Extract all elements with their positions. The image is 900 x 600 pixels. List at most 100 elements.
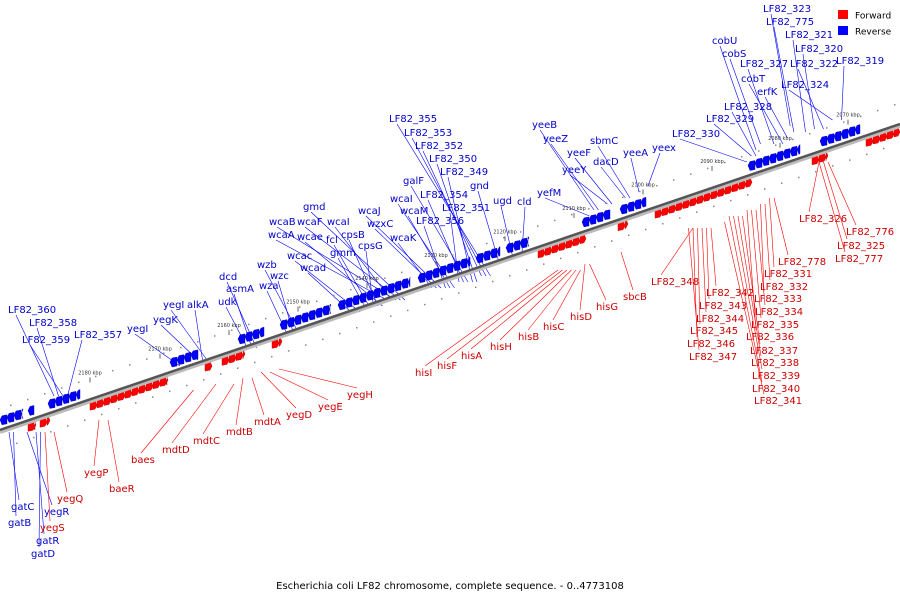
reverse-gene-label: yeeY [562,165,587,176]
guide-dot [843,121,845,123]
guide-dot [299,306,301,308]
guide-dot [10,404,12,407]
guide-dot [775,144,777,146]
reverse-gene-label: gatR [36,536,59,547]
reverse-label-connector [396,123,491,277]
reverse-gene-label: LF82_324 [781,80,829,91]
reverse-gene [489,247,498,259]
reverse-gene-label: wcaK [390,233,417,244]
backbone-shadow [0,124,900,434]
forward-gene-label: LF82_777 [835,254,883,265]
guide-dot [747,194,749,196]
reverse-gene [27,405,35,416]
label-connectors [8,13,857,548]
reverse-label-connector [423,225,446,289]
reverse-gene [496,246,501,257]
reverse-gene-label: LF82_320 [795,44,843,55]
reverse-gene [6,412,15,423]
guide-dot [560,257,562,260]
reverse-gene [505,242,514,253]
legend-forward-label: Forward [855,12,891,22]
kbp-ticks: 2070 kbp 2080 kbp 2090 kbp 2100 kbp 2110 kbp… [10,104,896,445]
forward-gene-label: yegD [286,410,312,421]
reverse-gene-label: sbmC [590,136,618,147]
guide-dot [248,323,250,326]
reverse-label-connector [841,65,845,121]
reverse-label-connector [679,138,748,163]
guide-dot [33,436,35,439]
reverse-gene [400,278,409,289]
guide-dot [407,309,409,312]
guide-dot [135,402,137,404]
reverse-gene-label: yefM [537,188,561,199]
reverse-label-connector [630,157,640,193]
reverse-gene-label: wcac [287,251,312,262]
reverse-gene-label: cld [517,197,532,208]
reverse-label-connector [449,212,460,283]
guide-dot [605,202,607,204]
reverse-gene-label: LF82_351 [442,203,490,214]
guide-dot [713,205,715,208]
guide-dot [129,364,131,366]
reverse-label-connector [266,290,289,337]
tick-label: 2180 kbp [78,370,102,376]
forward-gene-label: LF82_335 [751,320,799,331]
reverse-gene-label: LF82_323 [763,4,811,15]
guide-dot [866,153,868,156]
forward-gene-label: hisC [543,322,564,333]
forward-gene-label: LF82_325 [837,241,885,252]
reverse-label-connector [747,68,775,145]
guide-dot [50,431,52,433]
reverse-gene [782,148,791,159]
forward-gene-label: hisH [490,342,512,353]
reverse-gene [519,237,528,249]
forward-gene-label: LF82_776 [846,227,894,238]
forward-label-connector [823,161,848,240]
guide-dot [84,419,86,421]
reverse-gene [747,160,756,171]
reverse-gene [237,333,246,345]
guide-dot [860,115,862,118]
forward-label-connector [818,161,846,253]
tick-label: 2150 kbp [286,300,310,306]
reverse-label-connector [38,431,41,548]
forward-gene-label: LF82_332 [760,282,808,293]
guide-dot [350,289,352,291]
reverse-gene-label: LF82_354 [420,190,468,201]
reverse-gene [431,267,440,279]
reverse-gene [407,276,411,288]
forward-gene-label: hisG [596,302,618,313]
reverse-label-connector [597,145,631,199]
guide-dot [690,173,692,175]
guide-dot [826,127,828,129]
forward-gene-label: LF82_339 [752,371,800,382]
guide-dot [316,300,318,303]
guide-dot [724,161,726,164]
reverse-gene [68,391,77,402]
guide-dot [101,413,103,416]
reverse-label-connector [792,39,806,133]
reverse-label-connector [713,123,752,157]
forward-gene-label: hisA [461,351,482,362]
reverse-gene [475,252,484,264]
forward-label-connector [552,269,581,321]
reverse-gene [379,285,388,296]
gene-labels: LF82_323 LF82_775 LF82_321 LF82_320 LF82_322… [8,4,894,560]
guide-dot [764,188,766,190]
reverse-gene-label: gatC [11,502,34,513]
forward-label-connector [746,209,757,331]
reverse-gene [640,196,647,208]
forward-label-connector [728,215,763,383]
reverse-label-connector [550,143,599,211]
reverse-gene-label: LF82_355 [389,114,437,125]
guide-dot [492,280,494,283]
guide-dot [815,170,817,173]
reverse-gene [190,349,199,361]
guide-dot [67,425,69,427]
reverse-gene-label: LF82_322 [790,59,838,70]
guide-dot [503,236,505,239]
reverse-gene [466,256,471,268]
forward-label-connector [171,383,217,444]
reverse-gene-label: LF82_329 [706,114,754,125]
forward-label-connector [93,419,100,467]
